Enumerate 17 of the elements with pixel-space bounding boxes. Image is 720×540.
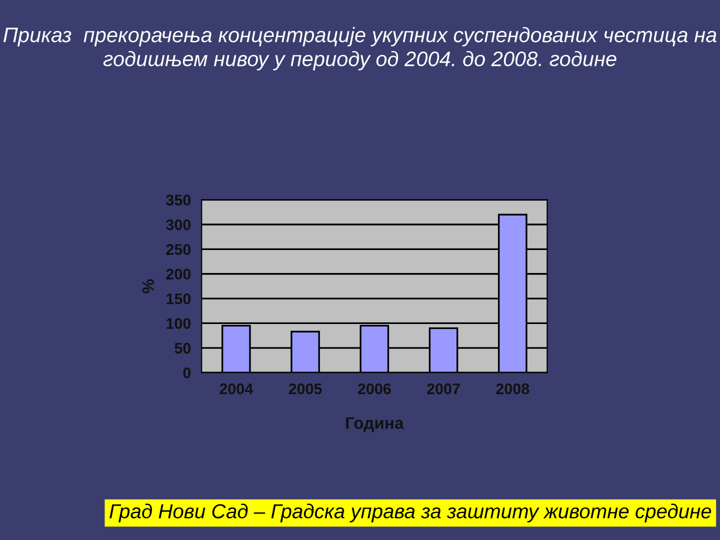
text: Град Нови Сад – Градска управа за заштиту животне средине — [110, 504, 712, 522]
x-tick-label: 2006 — [358, 383, 391, 394]
y-tick-label: 0 — [183, 367, 191, 378]
y-tick-label: 300 — [166, 219, 191, 230]
y-tick-label: 200 — [166, 268, 191, 280]
y-axis-title: % — [142, 279, 154, 294]
y-tick-label: 350 — [166, 194, 191, 206]
x-axis-title: Година — [346, 417, 404, 432]
chart-title: Приказ прекорачења концентрације укупних суспендованих честица на годишњем нивоу у периоду од 2004. до 2008. године — [4, 27, 716, 70]
x-tick-label: 2007 — [427, 383, 460, 394]
y-tick-label: 50 — [174, 342, 191, 354]
x-tick-label: 2004 — [220, 383, 254, 394]
y-tick-label: 250 — [166, 244, 191, 255]
x-tick-label: 2008 — [496, 383, 530, 394]
y-tick-label: 100 — [166, 318, 191, 329]
y-tick-label: 150 — [166, 293, 191, 304]
x-tick-label: 2005 — [288, 383, 322, 394]
